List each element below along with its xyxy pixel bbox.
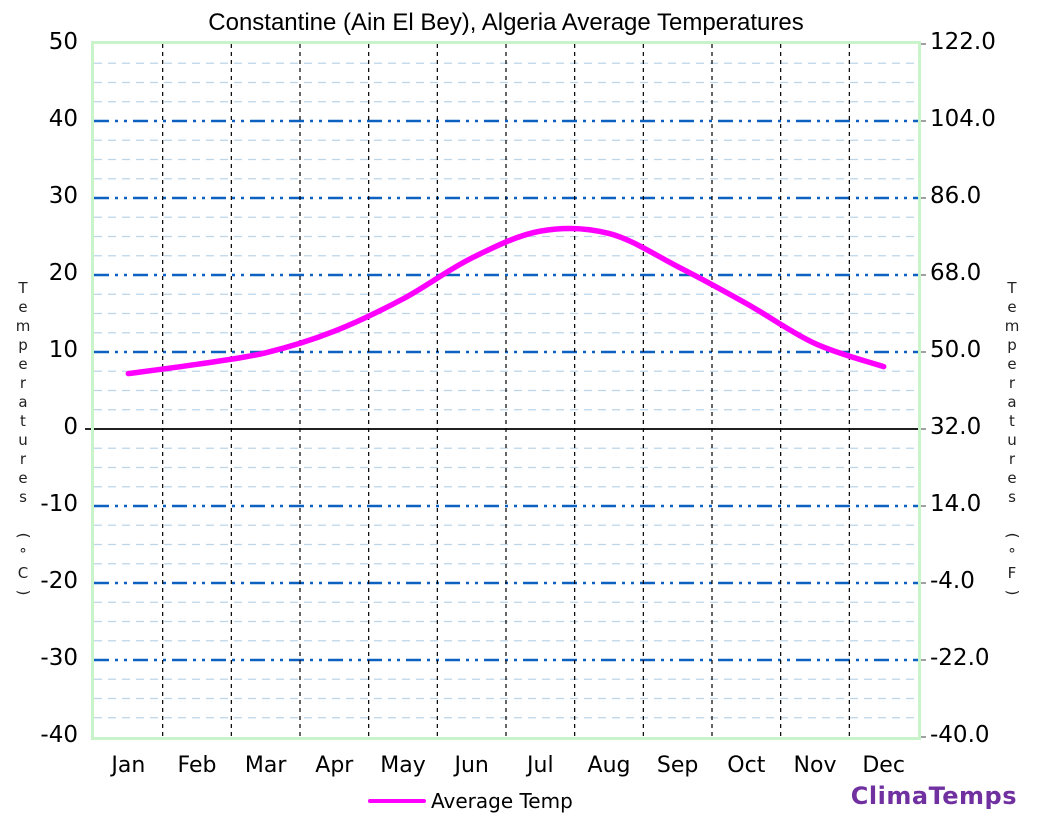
y-axis-label-fahrenheit: 122.0 <box>930 29 996 55</box>
legend-label: Average Temp <box>431 789 573 813</box>
right-axis-title-char: u <box>1007 430 1017 449</box>
average-temp-line-swatch <box>368 799 426 803</box>
average-temp-line <box>125 225 887 377</box>
y-axis-label-fahrenheit: 14.0 <box>930 491 982 517</box>
y-axis-label-celsius: 10 <box>48 337 78 363</box>
x-axis-label-month: Mar <box>244 753 287 778</box>
y-axis-label-celsius: -40 <box>40 722 78 748</box>
right-axis-title-char: T <box>1007 278 1017 297</box>
left-axis-title-char: a <box>18 392 28 411</box>
x-axis-label-month: Jul <box>527 753 554 778</box>
y-axis-label-celsius: 30 <box>48 183 78 209</box>
y-axis-label-celsius: -10 <box>40 491 78 517</box>
y-axis-label-celsius: 20 <box>48 260 78 286</box>
left-axis-title-char: e <box>18 297 28 316</box>
right-axis-title-char: e <box>1007 297 1017 316</box>
y-axis-label-fahrenheit: 86.0 <box>930 183 982 209</box>
x-axis-label-month: Aug <box>587 753 631 778</box>
right-axis-title-char: ) <box>1003 589 1022 595</box>
left-axis-title-char: t <box>20 411 26 430</box>
x-axis-label-month: Feb <box>177 753 217 778</box>
y-axis-label-fahrenheit: 68.0 <box>930 260 982 286</box>
right-axis-title-char: e <box>1007 468 1017 487</box>
left-axis-title-char: p <box>18 335 28 354</box>
y-axis-label-fahrenheit: 50.0 <box>930 337 982 363</box>
y-axis-label-fahrenheit: -40.0 <box>930 722 990 748</box>
x-axis-label-month: May <box>380 753 426 778</box>
y-axis-label-fahrenheit: -4.0 <box>930 568 975 594</box>
left-axis-title-char: e <box>18 354 28 373</box>
right-axis-title-char: t <box>1009 411 1015 430</box>
left-axis-title-char: r <box>19 449 27 468</box>
chart-title: Constantine (Ain El Bey), Algeria Averag… <box>208 9 804 36</box>
x-axis-label-month: Nov <box>793 753 837 778</box>
left-axis-title-char: ) <box>14 589 33 595</box>
x-axis-label-month: Dec <box>862 753 905 778</box>
y-axis-label-fahrenheit: 32.0 <box>930 414 982 440</box>
x-axis-label-month: Oct <box>727 753 766 778</box>
right-axis-title-char: e <box>1007 354 1017 373</box>
y-axis-label-fahrenheit: -22.0 <box>930 645 990 671</box>
climatemps-logo: ClimaTemps <box>850 782 1017 810</box>
left-axis-title-char: m <box>15 316 31 335</box>
x-axis-label-month: Jun <box>454 753 489 778</box>
x-axis-label-month: Jan <box>111 753 146 778</box>
left-axis-title-char: ° <box>19 544 27 563</box>
right-axis-title-char: a <box>1007 392 1017 411</box>
left-axis-title-char: C <box>17 563 29 582</box>
left-axis-title-char: u <box>18 430 28 449</box>
left-axis-title-char: r <box>19 373 27 392</box>
y-axis-label-celsius: 40 <box>48 106 78 132</box>
y-axis-label-fahrenheit: 104.0 <box>930 106 996 132</box>
left-axis-title-char: T <box>18 278 28 297</box>
legend: Average Temp <box>368 789 573 813</box>
y-axis-label-celsius: -20 <box>40 568 78 594</box>
right-axis-title-char: r <box>1008 373 1016 392</box>
x-axis-label-month: Apr <box>315 753 354 778</box>
right-axis-title-char: m <box>1004 316 1020 335</box>
left-axis-title-char: e <box>18 468 28 487</box>
x-axis-label-month: Sep <box>656 753 699 778</box>
plot-border <box>91 41 921 740</box>
right-axis-title-char: s <box>1008 487 1016 506</box>
y-axis-label-celsius: 50 <box>48 29 78 55</box>
right-axis-title-char: F <box>1007 563 1017 582</box>
right-axis-title-char: p <box>1007 335 1017 354</box>
right-axis-title-char: r <box>1008 449 1016 468</box>
right-axis-title-char: ° <box>1008 544 1016 563</box>
y-axis-label-celsius: 0 <box>63 414 78 440</box>
left-axis-title-char: s <box>19 487 27 506</box>
y-axis-label-celsius: -30 <box>40 645 78 671</box>
